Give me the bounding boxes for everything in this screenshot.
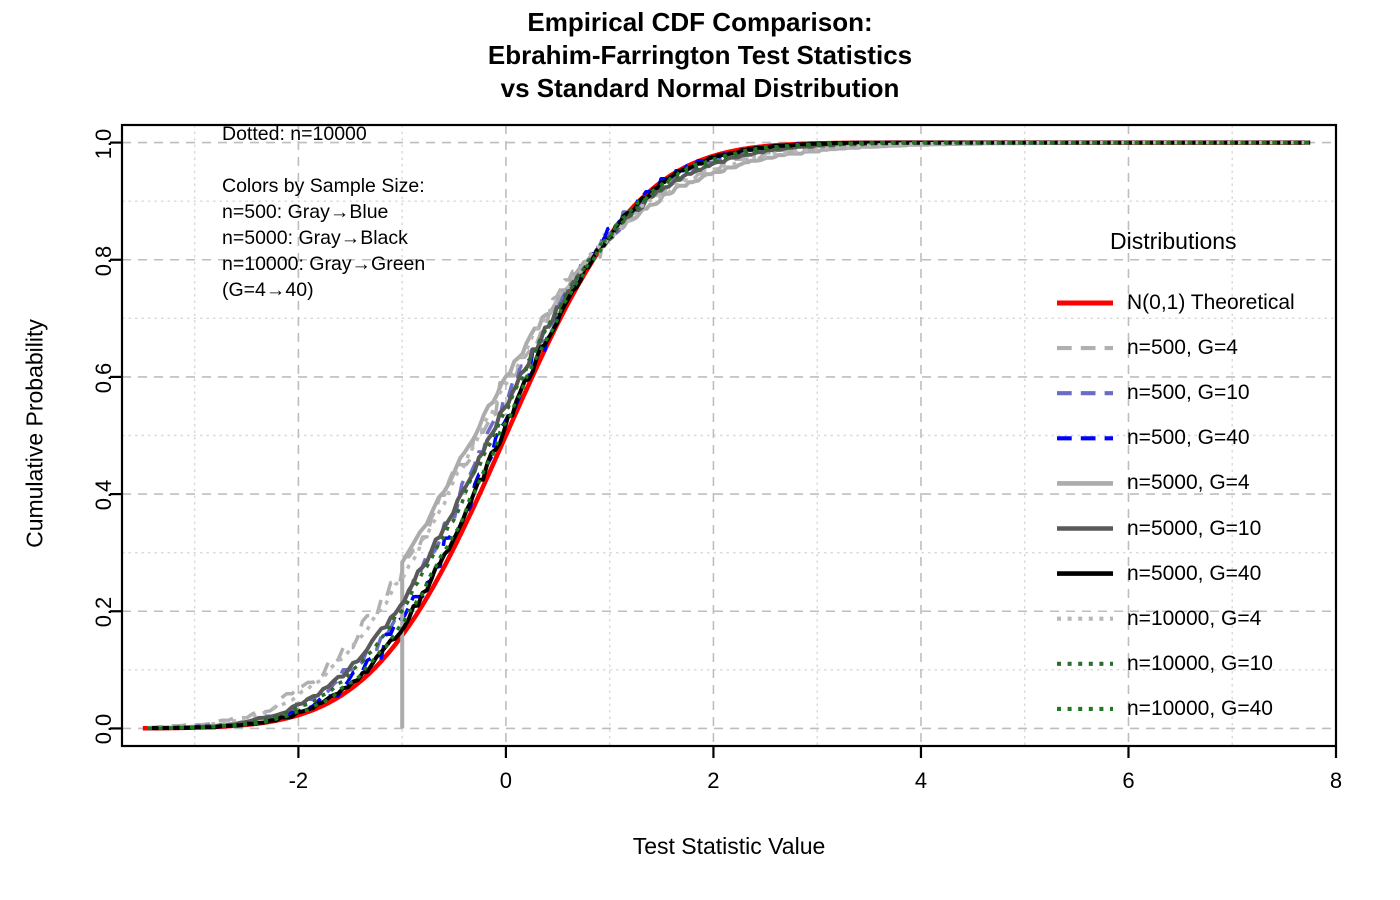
curves	[142, 140, 1311, 731]
annotation-note: Dotted: n=10000 Colors by Sample Size: n=…	[222, 121, 425, 303]
x-tick-label-2: 2	[707, 768, 720, 793]
annotation-line-5: n=10000: Gray→Green	[222, 253, 426, 275]
chart-title-line-2: Ebrahim-Farrington Test Statistics	[487, 40, 913, 70]
axes	[110, 123, 1338, 758]
x-tick-label-5: 8	[1329, 768, 1343, 793]
legend-label-1[interactable]: n=500, G=4	[1127, 336, 1238, 360]
legend-label-4[interactable]: n=5000, G=4	[1127, 471, 1250, 495]
x-axis-label: Test Statistic Value	[632, 833, 826, 859]
legend-label-8[interactable]: n=10000, G=10	[1127, 651, 1273, 675]
chart-title-line-1: Empirical CDF Comparison:	[527, 7, 873, 37]
legend-label-6[interactable]: n=5000, G=40	[1127, 561, 1262, 585]
series-line-8	[147, 140, 1311, 730]
legend-label-9[interactable]: n=10000, G=40	[1127, 696, 1273, 720]
legend-label-5[interactable]: n=5000, G=10	[1127, 516, 1262, 540]
series-line-7	[147, 140, 1311, 730]
annotation-line-1	[222, 147, 425, 173]
legend-keys	[1057, 300, 1113, 711]
x-tick-label-1: 0	[499, 768, 513, 793]
annotation-line-2: Colors by Sample Size:	[222, 175, 425, 197]
series-line-9	[147, 140, 1311, 731]
legend-label-0[interactable]: N(0,1) Theoretical	[1127, 291, 1295, 314]
annotation-line-0: Dotted: n=10000	[222, 123, 367, 145]
annotation-line-6: (G=4→40)	[222, 279, 314, 301]
annotation-line-3: n=500: Gray→Blue	[222, 201, 389, 223]
legend-label-2[interactable]: n=500, G=10	[1127, 381, 1250, 405]
chart-title-line-3: vs Standard Normal Distribution	[500, 73, 900, 103]
legend-label-7[interactable]: n=10000, G=4	[1127, 606, 1262, 630]
x-tick-label-4: 6	[1122, 768, 1135, 793]
annotation-line-4: n=5000: Gray→Black	[222, 227, 408, 249]
x-tick-label-3: 4	[914, 768, 928, 793]
legend-label-3[interactable]: n=500, G=40	[1127, 426, 1250, 450]
legend-title: Distributions	[1110, 228, 1237, 254]
plot-frame	[120, 123, 1338, 748]
chart-title: Empirical CDF Comparison: Ebrahim-Farrin…	[0, 6, 1400, 105]
x-tick-label-0: -2	[288, 768, 309, 793]
